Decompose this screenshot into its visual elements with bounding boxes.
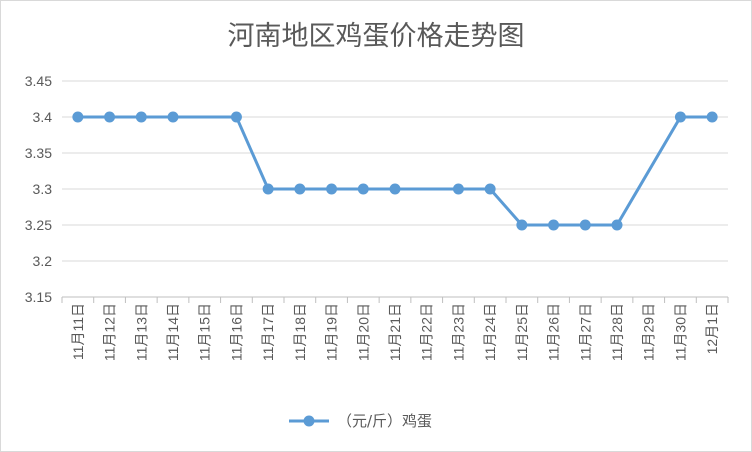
x-tick-label: 11月23日: [450, 303, 466, 361]
data-point: [294, 183, 306, 195]
data-point: [167, 111, 179, 123]
x-tick-label: 11月15日: [197, 303, 213, 361]
y-axis-ticks: 3.15 3.2 3.25 3.3 3.35 3.4 3.45: [25, 73, 52, 305]
x-tick-label: 11月11日: [70, 303, 86, 360]
x-tick-label: 11月27日: [577, 303, 593, 361]
y-tick-label: 3.2: [33, 253, 53, 269]
data-point: [262, 183, 274, 195]
x-tick-label: 11月14日: [165, 303, 181, 361]
data-point: [357, 183, 369, 195]
data-point: [104, 111, 116, 123]
data-point: [516, 219, 528, 231]
data-point: [548, 219, 560, 231]
data-point: [389, 183, 401, 195]
x-tick-label: 11月25日: [514, 303, 530, 361]
x-tick-label: 11月19日: [324, 303, 340, 361]
y-tick-label: 3.45: [25, 73, 52, 89]
data-point: [579, 219, 591, 231]
x-tick-label: 11月21日: [387, 303, 403, 361]
y-tick-label: 3.25: [25, 217, 52, 233]
data-point: [452, 183, 464, 195]
x-tick-label: 11月26日: [546, 303, 562, 361]
x-tick-label: 11月13日: [133, 303, 149, 361]
x-tick-label: 11月30日: [672, 303, 688, 361]
y-tick-label: 3.35: [25, 145, 52, 161]
x-tick-label: 11月20日: [355, 303, 371, 361]
data-point: [326, 183, 338, 195]
x-tick-label: 11月24日: [482, 303, 498, 361]
legend: （元/斤）鸡蛋: [289, 412, 432, 430]
x-axis: [61, 296, 729, 303]
x-tick-label: 11月29日: [641, 303, 657, 361]
x-tick-label: 12月1日: [704, 303, 720, 354]
data-point: [72, 111, 84, 123]
y-tick-label: 3.4: [33, 109, 53, 125]
gridlines: [62, 80, 728, 262]
y-tick-label: 3.3: [33, 181, 53, 197]
data-point: [135, 111, 147, 123]
x-tick-label: 11月22日: [419, 303, 435, 361]
data-point: [484, 183, 496, 195]
chart-title: 河南地区鸡蛋价格走势图: [228, 21, 525, 52]
data-point: [674, 111, 686, 123]
x-axis-ticks: 11月11日 11月12日 11月13日 11月14日 11月15日 11月16日 11月1…: [70, 303, 720, 361]
legend-label: （元/斤）鸡蛋: [337, 412, 432, 430]
series-line: [77, 115, 713, 227]
legend-dot-marker: [303, 415, 315, 427]
x-tick-label: 11月28日: [609, 303, 625, 361]
x-tick-label: 11月12日: [102, 303, 118, 361]
x-tick-label: 11月18日: [292, 303, 308, 361]
y-tick-label: 3.15: [25, 289, 52, 305]
x-tick-label: 11月17日: [260, 303, 276, 361]
data-point: [611, 219, 623, 231]
data-point: [706, 111, 718, 123]
series-layer: [72, 111, 718, 231]
data-point: [230, 111, 242, 123]
x-tick-label: 11月16日: [228, 303, 244, 361]
